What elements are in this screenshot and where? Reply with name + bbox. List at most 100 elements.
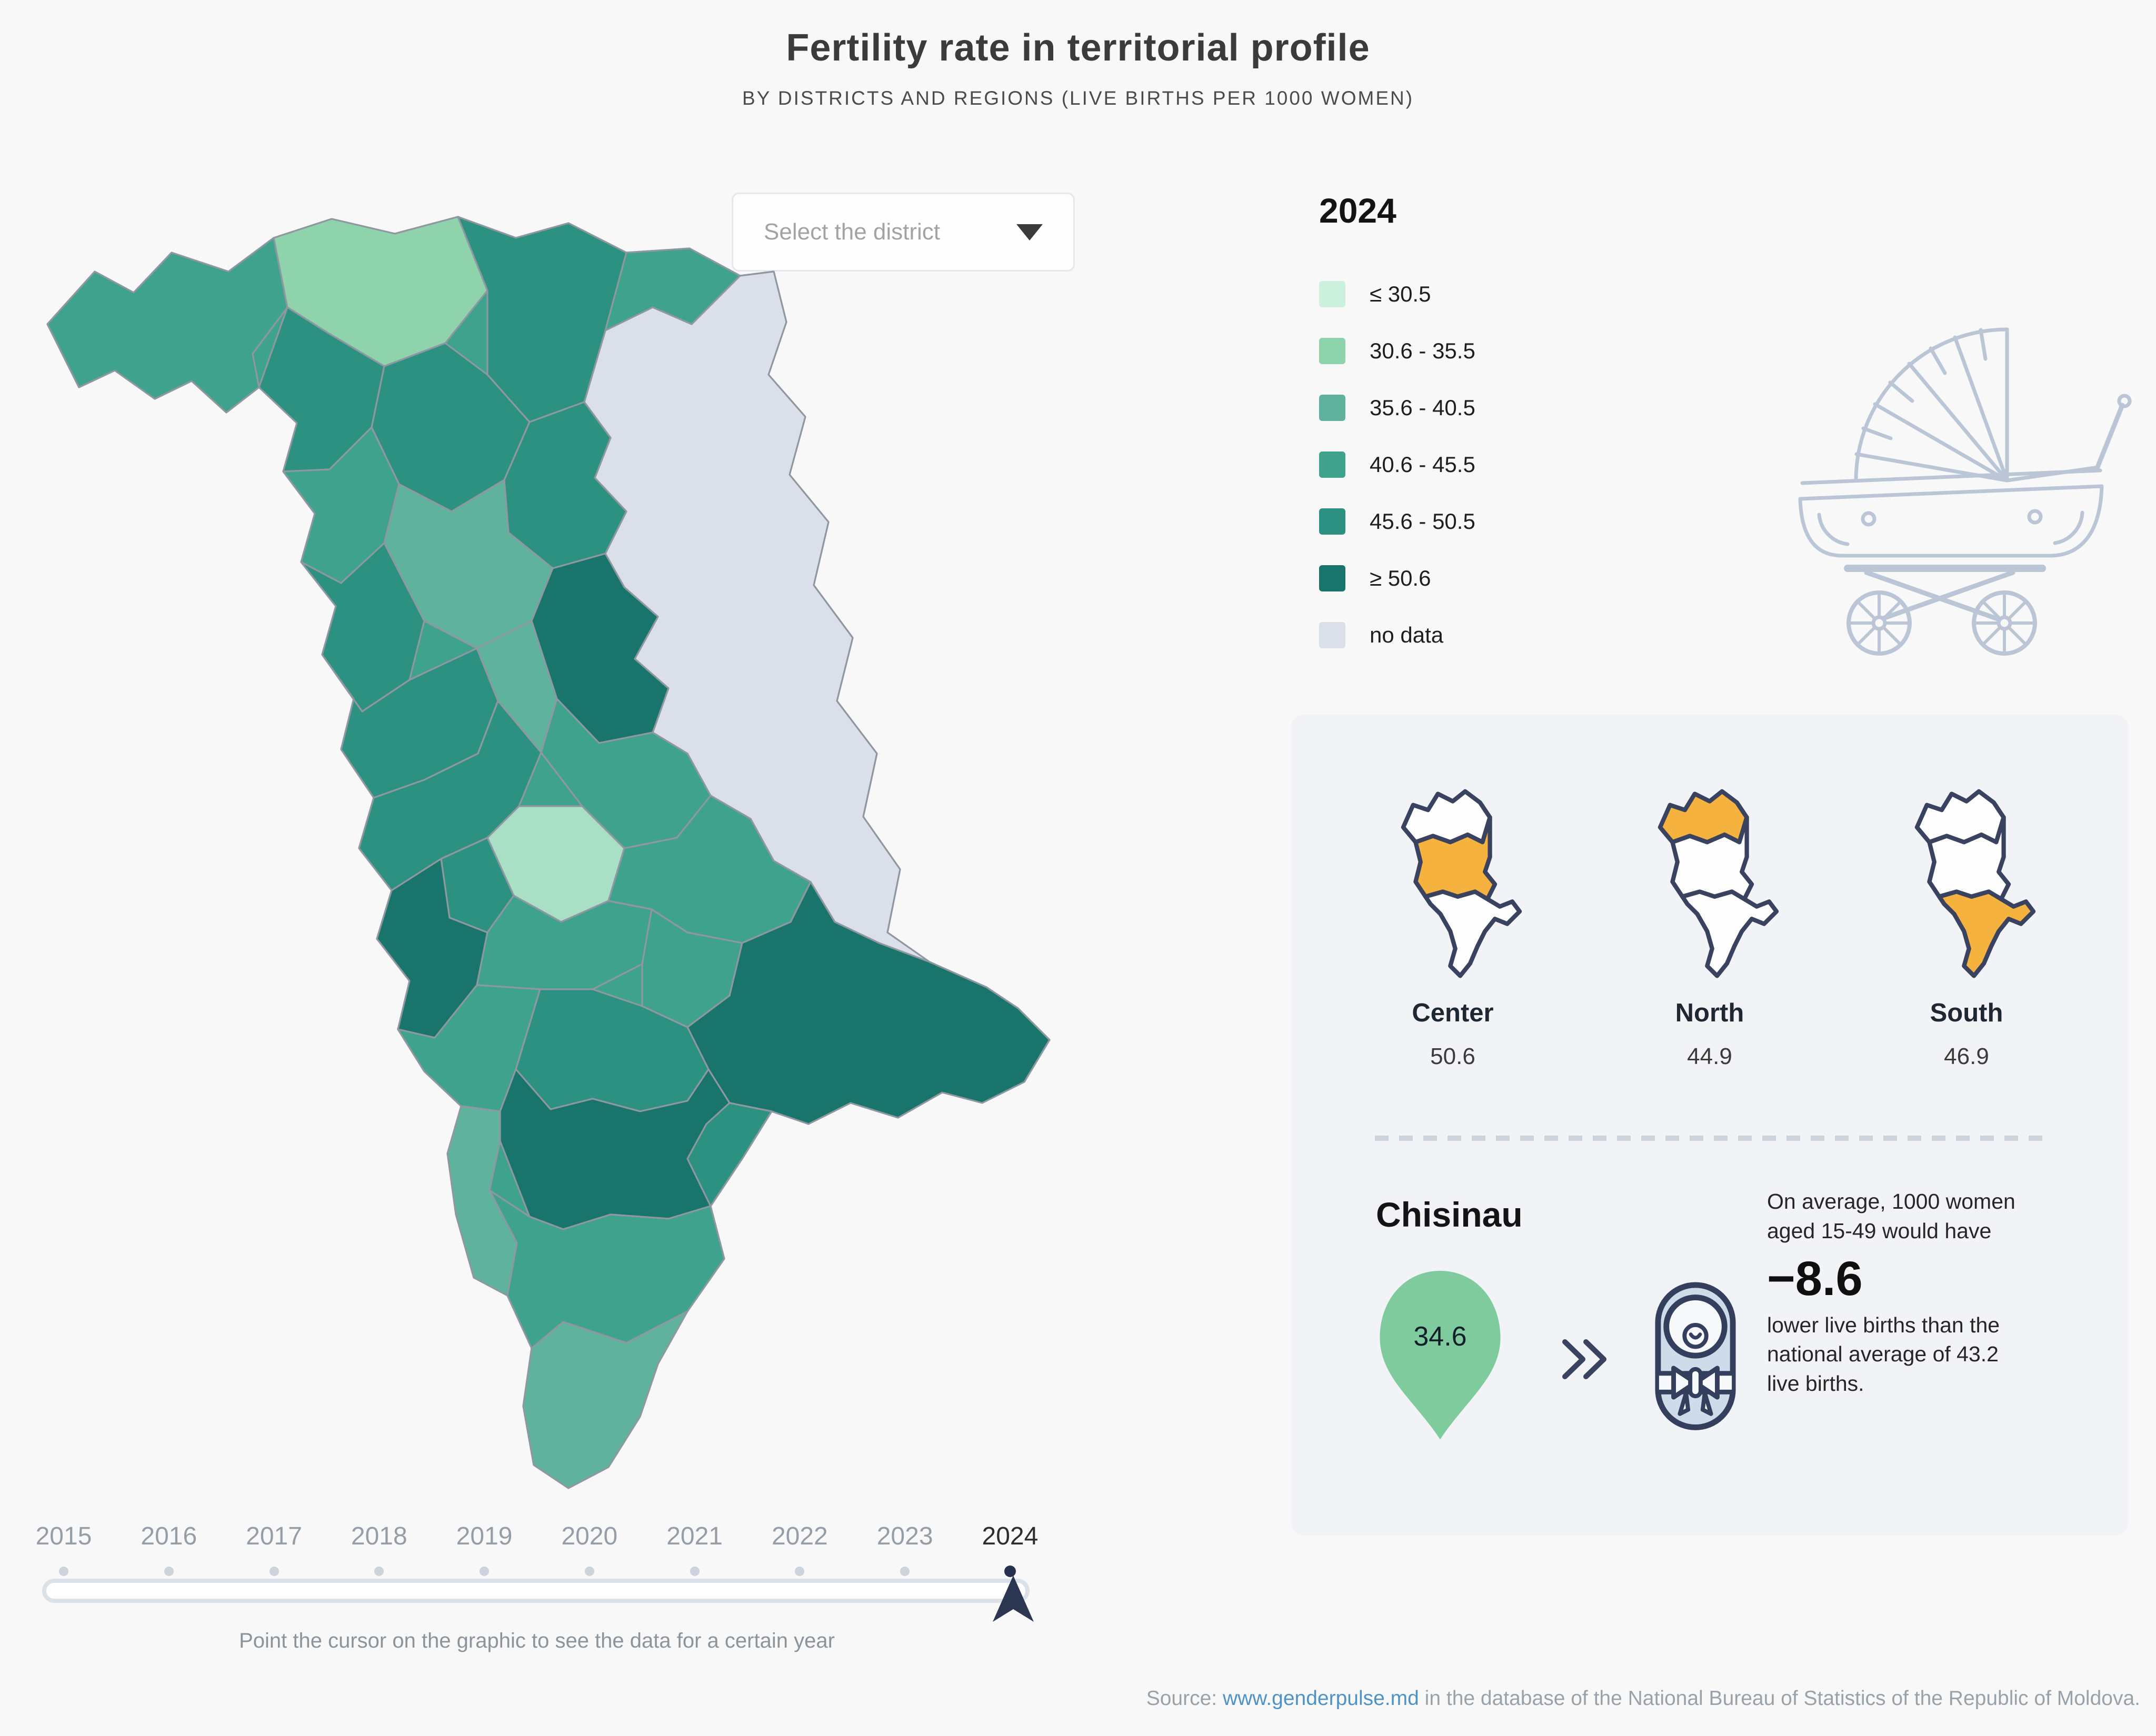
year-2015[interactable]: 2015 xyxy=(34,1522,93,1577)
year-2018[interactable]: 2018 xyxy=(350,1522,408,1577)
district-select[interactable]: Select the district xyxy=(732,193,1075,272)
legend-item: no data xyxy=(1319,622,1475,648)
legend-label: 35.6 - 40.5 xyxy=(1370,395,1475,420)
legend-item: 35.6 - 40.5 xyxy=(1319,395,1475,421)
moldova-choropleth-map xyxy=(37,206,1053,1493)
dashed-divider xyxy=(1375,1136,2044,1141)
map-district[interactable] xyxy=(46,237,288,414)
year-2021[interactable]: 2021 xyxy=(665,1522,724,1577)
year-2016[interactable]: 2016 xyxy=(139,1522,198,1577)
year-2020[interactable]: 2020 xyxy=(560,1522,619,1577)
year-dot[interactable] xyxy=(59,1567,68,1576)
region-name: South xyxy=(1930,999,2003,1027)
year-label: 2019 xyxy=(456,1522,513,1550)
year-2022[interactable]: 2022 xyxy=(770,1522,829,1577)
year-label: 2023 xyxy=(876,1522,933,1550)
comparison-delta: −8.6 xyxy=(1767,1251,1863,1306)
chisinau-marker: 34.6 xyxy=(1369,1266,1512,1445)
legend-swatch xyxy=(1319,395,1345,421)
page-subtitle: BY DISTRICTS AND REGIONS (LIVE BIRTHS PE… xyxy=(742,87,1414,109)
legend-swatch xyxy=(1319,338,1345,364)
year-dot[interactable] xyxy=(480,1567,490,1576)
chevron-down-icon xyxy=(1016,224,1043,240)
swaddled-baby-icon xyxy=(1654,1281,1737,1430)
legend-label: 40.6 - 45.5 xyxy=(1370,452,1475,477)
region-value: 44.9 xyxy=(1687,1043,1732,1069)
region-value: 50.6 xyxy=(1430,1043,1475,1069)
year-label: 2015 xyxy=(35,1522,92,1550)
map-district[interactable] xyxy=(488,1189,725,1349)
year-2024[interactable]: 2024 xyxy=(981,1522,1040,1577)
comparison-intro: On average, 1000 women aged 15-49 would … xyxy=(1767,1189,2015,1243)
year-dot[interactable] xyxy=(1004,1566,1016,1577)
chisinau-value: 34.6 xyxy=(1413,1321,1467,1352)
year-label: 2021 xyxy=(666,1522,723,1550)
map-district[interactable] xyxy=(604,247,741,332)
legend-item: ≥ 50.6 xyxy=(1319,565,1475,591)
year-label: 2022 xyxy=(771,1522,828,1550)
teardrop-marker-icon xyxy=(1380,1270,1501,1440)
legend-item: 45.6 - 50.5 xyxy=(1319,508,1475,535)
year-2017[interactable]: 2017 xyxy=(245,1522,304,1577)
region-minimaps: Center 50.6 North 44.9 South 4 xyxy=(1312,778,2108,1070)
region-name: Center xyxy=(1412,999,1494,1027)
map-legend: 2024 ≤ 30.5 30.6 - 35.5 35.6 - 40.5 40.6… xyxy=(1319,190,1475,679)
source-line: Source: www.genderpulse.md in the databa… xyxy=(1146,1687,2140,1710)
year-slider-handle[interactable] xyxy=(992,1576,1035,1622)
region-card-north: North 44.9 xyxy=(1594,778,1825,1070)
baby-carriage-icon xyxy=(1757,309,2132,678)
year-dot[interactable] xyxy=(584,1567,594,1576)
chisinau-comparison: On average, 1000 women aged 15-49 would … xyxy=(1767,1187,2025,1399)
year-dot[interactable] xyxy=(374,1567,384,1576)
legend-label: no data xyxy=(1370,623,1444,647)
year-label: 2024 xyxy=(982,1522,1039,1550)
year-dot[interactable] xyxy=(900,1567,910,1576)
legend-swatch xyxy=(1319,281,1345,307)
year-dot[interactable] xyxy=(690,1567,700,1576)
legend-item: 40.6 - 45.5 xyxy=(1319,451,1475,478)
year-2023[interactable]: 2023 xyxy=(875,1522,934,1577)
source-prefix: Source: xyxy=(1146,1687,1223,1710)
legend-swatch xyxy=(1319,451,1345,478)
region-card-south: South 46.9 xyxy=(1851,778,2082,1070)
legend-year: 2024 xyxy=(1319,191,1396,230)
legend-label: 45.6 - 50.5 xyxy=(1370,509,1475,534)
year-dot[interactable] xyxy=(269,1567,279,1576)
minimap-south-icon xyxy=(1914,789,2036,978)
year-label: 2016 xyxy=(141,1522,197,1550)
minimap-north-icon xyxy=(1658,789,1779,978)
legend-swatch xyxy=(1319,508,1345,535)
year-dot[interactable] xyxy=(795,1567,805,1576)
source-link[interactable]: www.genderpulse.md xyxy=(1222,1687,1419,1710)
region-value: 46.9 xyxy=(1944,1043,1989,1069)
slider-hint: Point the cursor on the graphic to see t… xyxy=(239,1629,835,1652)
year-slider-labels: 2015 2016 2017 2018 2019 2020 2021 2022 … xyxy=(34,1522,1040,1577)
chisinau-title: Chisinau xyxy=(1376,1195,1523,1234)
minimap-center-icon xyxy=(1401,789,1522,978)
page-title: Fertility rate in territorial profile xyxy=(786,27,1370,69)
legend-item: 30.6 - 35.5 xyxy=(1319,338,1475,364)
legend-item: ≤ 30.5 xyxy=(1319,281,1475,307)
legend-label: 30.6 - 35.5 xyxy=(1370,338,1475,363)
legend-label: ≥ 50.6 xyxy=(1370,566,1431,590)
map-district[interactable] xyxy=(457,216,627,423)
year-slider-track[interactable] xyxy=(42,1579,1030,1603)
year-label: 2020 xyxy=(561,1522,618,1550)
double-chevron-right-icon xyxy=(1556,1330,1614,1388)
legend-swatch xyxy=(1319,622,1345,648)
source-suffix: in the database of the National Bureau o… xyxy=(1419,1687,2140,1710)
district-select-placeholder: Select the district xyxy=(764,219,941,245)
year-dot[interactable] xyxy=(164,1567,174,1576)
region-name: North xyxy=(1675,999,1744,1027)
year-label: 2017 xyxy=(246,1522,302,1550)
regions-panel: Center 50.6 North 44.9 South 4 xyxy=(1291,715,2129,1536)
year-2019[interactable]: 2019 xyxy=(455,1522,514,1577)
region-card-center: Center 50.6 xyxy=(1337,778,1569,1070)
comparison-outro: lower live births than the national aver… xyxy=(1767,1312,2000,1396)
map-svg xyxy=(46,216,1051,1489)
map-district[interactable] xyxy=(522,1310,688,1489)
legend-label: ≤ 30.5 xyxy=(1370,282,1431,306)
year-label: 2018 xyxy=(351,1522,407,1550)
legend-swatch xyxy=(1319,565,1345,591)
